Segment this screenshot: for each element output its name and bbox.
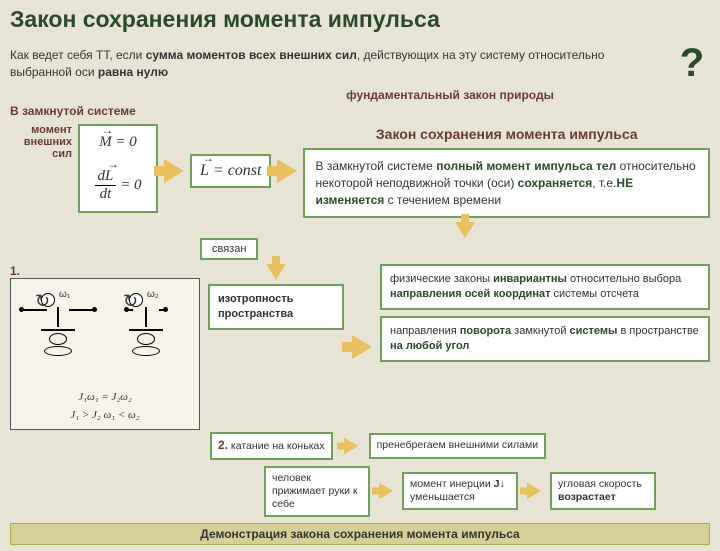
fundamental-label: фундаментальный закон природы [190, 88, 710, 102]
arrow-icon [277, 159, 297, 183]
arrow-icon [344, 438, 358, 455]
page-title: Закон сохранения момента импульса [10, 6, 710, 33]
law-box: В замкнутой системе полный момент импуль… [303, 148, 710, 218]
demo-caption: Демонстрация закона сохранения момента и… [10, 523, 710, 545]
closed-system-label: В замкнутой системе [10, 104, 710, 118]
result-row: человек прижимает руки к себе момент ине… [210, 466, 710, 517]
demo-illustration: ↻ ω₁ ↻ ω₂ J₁ω₁ = J₂ω₂ J₁ > J₂ [10, 278, 200, 430]
skating-row: 2. катание на коньках пренебрегаем внешн… [210, 432, 710, 459]
arrow-icon [379, 483, 393, 500]
arrow-icon [527, 483, 541, 500]
arrow-down-icon [266, 264, 286, 280]
example-1-num: 1. [10, 264, 20, 278]
arrow-icon [352, 335, 372, 359]
row2: 1. ↻ ω₁ ↻ ω₂ [10, 264, 710, 430]
question-text: Как ведет себя ТТ, если сумма моментов в… [10, 47, 664, 79]
arrow-icon [164, 159, 184, 183]
moment-label: момент внешних сил [10, 124, 72, 160]
isotropy-box: изотропность пространства [208, 284, 344, 330]
neglect-box: пренебрегаем внешними силами [369, 433, 546, 458]
question-row: Как ведет себя ТТ, если сумма моментов в… [10, 41, 710, 86]
svyazan-tag: связан [200, 238, 258, 260]
col-c: угловая скорость возрастает [550, 472, 656, 510]
rotation-box: направления поворота замкнутой системы в… [380, 316, 710, 362]
col-a: человек прижимает руки к себе [264, 466, 370, 517]
formula-l: L = const [190, 154, 271, 188]
formula-m-dl: M = 0 dLdt = 0 [78, 124, 158, 213]
law-title: Закон сохранения момента импульса [303, 126, 710, 142]
skating-box: 2. катание на коньках [210, 432, 333, 459]
arrow-down-icon [455, 222, 475, 238]
invariance-box: физические законы инвариантны относитель… [380, 264, 710, 310]
col-b: момент инерции J↓ уменьшается [402, 472, 518, 510]
question-mark: ? [674, 41, 710, 86]
main-row: момент внешних сил M = 0 dLdt = 0 L = co… [10, 124, 710, 218]
